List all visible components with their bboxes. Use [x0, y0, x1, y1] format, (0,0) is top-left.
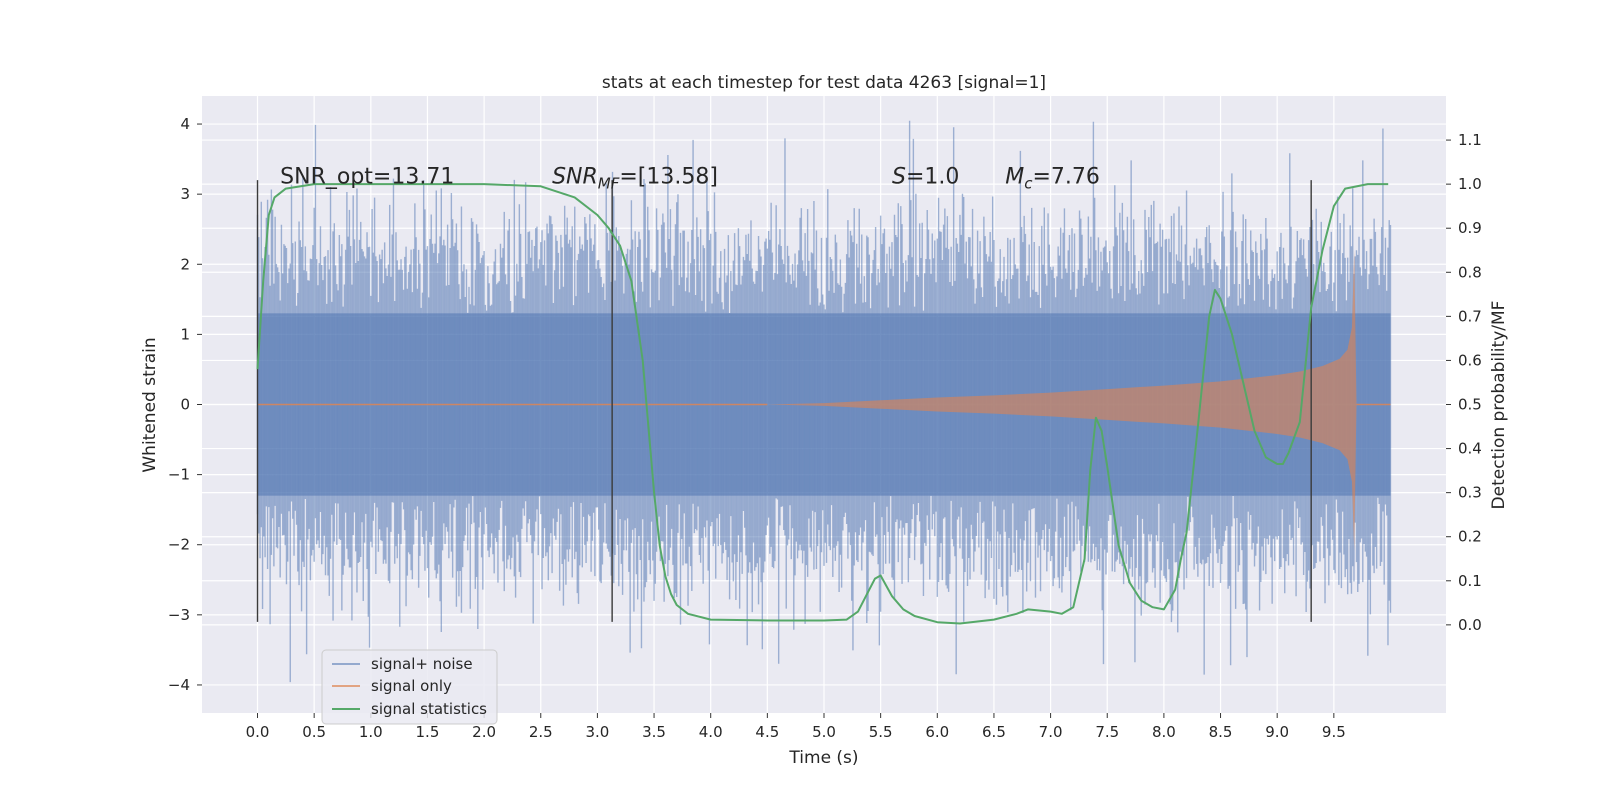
x-tick-label: 6.5 — [982, 723, 1006, 741]
y-right-tick-label: 0.8 — [1458, 263, 1482, 281]
annotation-text: SNRMF=[13.58] — [552, 165, 718, 193]
x-tick-label: 1.0 — [359, 723, 383, 741]
x-tick-label: 2.5 — [529, 723, 553, 741]
x-tick-label: 0.0 — [246, 723, 270, 741]
y-right-axis-label: Detection probability/MF — [1489, 301, 1509, 510]
x-tick-label: 3.0 — [585, 723, 609, 741]
x-tick-label: 4.0 — [699, 723, 723, 741]
annotation-text: Mc=7.76 — [1005, 165, 1100, 193]
y-left-tick-label: −3 — [168, 606, 190, 624]
signal-statistics-line — [256, 183, 1389, 625]
x-tick-label: 7.5 — [1095, 723, 1119, 741]
y-right-tick-label: 1.0 — [1458, 175, 1482, 193]
signal-only-series — [257, 250, 1391, 552]
y-left-tick-label: −2 — [168, 536, 190, 554]
x-tick-label: 4.5 — [755, 723, 779, 741]
annotation-text: SNR_opt=13.71 — [280, 165, 454, 190]
y-left-tick-label: 1 — [180, 325, 190, 343]
signal-only-envelope — [767, 250, 1357, 552]
y-right-axis-ticks: 0.0 0.1 0.2 0.3 0.4 0.5 0.6 0.7 0.8 0.9 1.0 1.1 — [1446, 131, 1482, 634]
legend-label-signal-only: signal only — [371, 677, 452, 695]
y-left-tick-label: 0 — [180, 396, 190, 414]
x-tick-label: 8.0 — [1152, 723, 1176, 741]
legend-label-signal-statistics: signal statistics — [371, 700, 487, 718]
x-tick-label: 0.5 — [302, 723, 326, 741]
signal-noise-series — [256, 120, 1392, 683]
annotation-text: S=1.0 — [892, 165, 959, 190]
y-left-tick-label: 2 — [180, 255, 190, 273]
y-left-tick-label: −4 — [168, 676, 190, 694]
legend: signal+ noise signal only signal statist… — [321, 649, 498, 725]
plot-area — [256, 120, 1392, 683]
y-left-tick-label: 3 — [180, 185, 190, 203]
y-right-tick-label: 1.1 — [1458, 131, 1482, 149]
y-right-tick-label: 0.1 — [1458, 572, 1482, 590]
x-tick-label: 3.5 — [642, 723, 666, 741]
x-tick-label: 8.5 — [1209, 723, 1233, 741]
marker-lines — [256, 180, 1312, 622]
annotations: SNR_opt=13.71 SNRMF=[13.58] S=1.0 Mc=7.76 — [280, 165, 1100, 193]
y-left-tick-label: 4 — [180, 115, 190, 133]
y-right-tick-label: 0.9 — [1458, 219, 1482, 237]
x-axis-label: Time (s) — [788, 748, 858, 768]
y-right-tick-label: 0.5 — [1458, 396, 1482, 414]
y-right-tick-label: 0.0 — [1458, 616, 1482, 634]
y-left-axis-ticks: −4 −3 −2 −1 0 1 2 3 4 — [168, 115, 202, 694]
signal-statistics-series — [256, 183, 1389, 625]
legend-label-signal-noise: signal+ noise — [371, 655, 473, 673]
y-right-tick-label: 0.4 — [1458, 440, 1482, 458]
x-tick-label: 5.5 — [869, 723, 893, 741]
x-tick-label: 6.0 — [925, 723, 949, 741]
y-right-tick-label: 0.7 — [1458, 307, 1482, 325]
y-right-tick-label: 0.2 — [1458, 528, 1482, 546]
chart-title: stats at each timestep for test data 426… — [602, 73, 1046, 93]
legend-box — [321, 649, 498, 725]
y-right-tick-label: 0.3 — [1458, 484, 1482, 502]
y-left-axis-label: Whitened strain — [140, 337, 160, 472]
x-tick-label: 9.5 — [1322, 723, 1346, 741]
x-tick-label: 9.0 — [1265, 723, 1289, 741]
y-left-tick-label: −1 — [168, 466, 190, 484]
x-axis-ticks: 0.0 0.5 1.0 1.5 2.0 2.5 3.0 3.5 4.0 4.5 5.0 5.5 6.0 6… — [246, 713, 1346, 741]
x-tick-label: 5.0 — [812, 723, 836, 741]
x-tick-label: 2.0 — [472, 723, 496, 741]
x-tick-label: 1.5 — [416, 723, 440, 741]
x-tick-label: 7.0 — [1039, 723, 1063, 741]
y-right-tick-label: 0.6 — [1458, 351, 1482, 369]
